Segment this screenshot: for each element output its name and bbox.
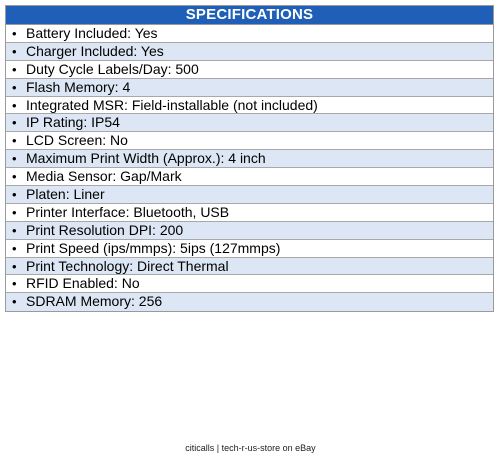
bullet-icon: • xyxy=(12,151,17,167)
spec-row: • Integrated MSR: Field-installable (not … xyxy=(6,96,493,115)
specifications-header: SPECIFICATIONS xyxy=(6,6,493,25)
spec-row: • Print Speed (ips/mmps): 5ips (127mmps) xyxy=(6,239,493,258)
spec-row: • Battery Included: Yes xyxy=(6,25,493,43)
bullet-icon: • xyxy=(12,169,17,185)
spec-row: • RFID Enabled: No xyxy=(6,275,493,294)
spec-row: • Flash Memory: 4 xyxy=(6,78,493,97)
spec-text: Print Speed (ips/mmps): 5ips (127mmps) xyxy=(26,239,281,256)
spec-text: Platen: Liner xyxy=(26,186,105,203)
spec-row: • Platen: Liner xyxy=(6,186,493,204)
spec-row: • Print Technology: Direct Thermal xyxy=(6,257,493,276)
spec-row: • Print Resolution DPI: 200 xyxy=(6,221,493,240)
spec-text: Printer Interface: Bluetooth, USB xyxy=(26,203,230,220)
spec-row: • IP Rating: IP54 xyxy=(6,114,493,133)
bullet-icon: • xyxy=(12,133,17,149)
bullet-icon: • xyxy=(12,276,17,292)
bullet-icon: • xyxy=(12,222,17,238)
bullet-icon: • xyxy=(12,204,17,220)
bullet-icon: • xyxy=(12,115,17,131)
seller-footer: citicalls | tech-r-us-store on eBay xyxy=(185,443,316,453)
spec-text: IP Rating: IP54 xyxy=(26,114,120,131)
spec-text: RFID Enabled: No xyxy=(26,275,140,292)
spec-text: Charger Included: Yes xyxy=(26,42,164,59)
bullet-icon: • xyxy=(12,79,17,95)
spec-row: • Media Sensor: Gap/Mark xyxy=(6,168,493,187)
spec-row: • Charger Included: Yes xyxy=(6,42,493,61)
bullet-icon: • xyxy=(12,43,17,59)
bullet-icon: • xyxy=(12,240,17,256)
spec-text: SDRAM Memory: 256 xyxy=(26,293,163,310)
spec-text: Maximum Print Width (Approx.): 4 inch xyxy=(26,150,266,167)
bullet-icon: • xyxy=(12,26,17,41)
spec-text: Print Technology: Direct Thermal xyxy=(26,257,229,274)
spec-row: • SDRAM Memory: 256 xyxy=(6,293,493,312)
spec-text: Print Resolution DPI: 200 xyxy=(26,221,184,238)
specifications-table: SPECIFICATIONS • Battery Included: Yes • C… xyxy=(5,5,494,313)
spec-row: • Maximum Print Width (Approx.): 4 inch xyxy=(6,150,493,169)
spec-text: Battery Included: Yes xyxy=(26,25,158,41)
bullet-icon: • xyxy=(12,294,17,310)
spec-text: Duty Cycle Labels/Day: 500 xyxy=(26,60,199,77)
spec-row: • Printer Interface: Bluetooth, USB xyxy=(6,203,493,222)
spec-text: Flash Memory: 4 xyxy=(26,78,131,95)
spec-text: LCD Screen: No xyxy=(26,132,128,149)
spec-text: Media Sensor: Gap/Mark xyxy=(26,168,182,185)
bullet-icon: • xyxy=(12,258,17,274)
bullet-icon: • xyxy=(12,187,17,203)
spec-text: Integrated MSR: Field-installable (not i… xyxy=(26,96,318,113)
bullet-icon: • xyxy=(12,97,17,113)
spec-row: • LCD Screen: No xyxy=(6,132,493,151)
bullet-icon: • xyxy=(12,61,17,77)
spec-row: • Duty Cycle Labels/Day: 500 xyxy=(6,60,493,79)
